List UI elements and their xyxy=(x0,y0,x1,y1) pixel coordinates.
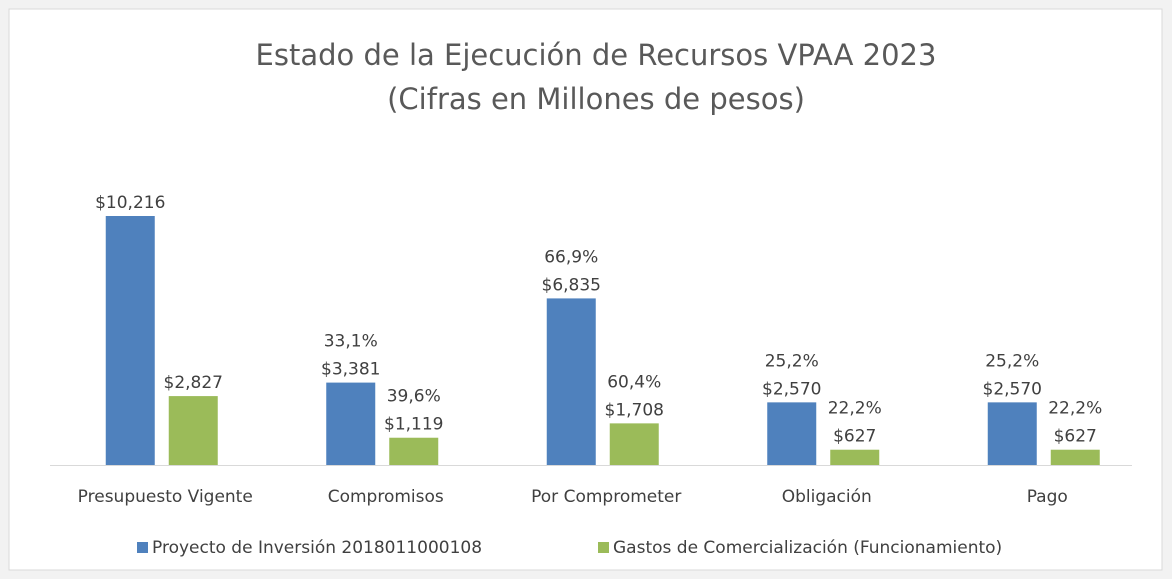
percent-label: 33,1% xyxy=(324,332,378,352)
legend-swatch xyxy=(598,542,609,553)
value-label: $1,119 xyxy=(384,415,443,435)
value-label: $6,835 xyxy=(542,275,601,295)
percent-label: 60,4% xyxy=(607,372,661,392)
chart-frame xyxy=(8,8,1163,571)
value-label: $2,570 xyxy=(762,379,821,399)
percent-label: 22,2% xyxy=(828,399,882,419)
percent-label: 25,2% xyxy=(765,351,819,371)
percent-label: 22,2% xyxy=(1048,399,1102,419)
x-tick-label: Pago xyxy=(1027,487,1068,507)
bar xyxy=(105,216,155,465)
percent-label: 25,2% xyxy=(985,351,1039,371)
value-label: $10,216 xyxy=(95,193,165,213)
bar xyxy=(168,396,218,465)
bar xyxy=(326,382,376,465)
x-tick-label: Compromisos xyxy=(328,487,444,507)
value-label: $2,827 xyxy=(164,373,223,393)
chart-title: Estado de la Ejecución de Recursos VPAA … xyxy=(256,38,937,72)
bar xyxy=(767,402,817,465)
percent-label: 66,9% xyxy=(544,247,598,267)
value-label: $627 xyxy=(1054,427,1097,447)
value-label: $627 xyxy=(833,427,876,447)
bar xyxy=(830,449,880,465)
chart-subtitle: (Cifras en Millones de pesos) xyxy=(387,82,805,116)
bar xyxy=(1050,449,1100,465)
percent-label: 39,6% xyxy=(387,387,441,407)
x-tick-label: Presupuesto Vigente xyxy=(78,487,253,507)
legend-label: Gastos de Comercialización (Funcionamien… xyxy=(613,538,1002,558)
legend-label: Proyecto de Inversión 2018011000108 xyxy=(152,538,482,558)
bar xyxy=(546,298,596,465)
value-label: $1,708 xyxy=(605,400,664,420)
value-label: $3,381 xyxy=(321,360,380,380)
legend-swatch xyxy=(137,542,148,553)
bar xyxy=(987,402,1037,465)
x-tick-label: Por Comprometer xyxy=(531,487,681,507)
bar xyxy=(389,437,439,465)
x-tick-label: Obligación xyxy=(782,487,872,507)
value-label: $2,570 xyxy=(983,379,1042,399)
bar xyxy=(609,423,659,465)
